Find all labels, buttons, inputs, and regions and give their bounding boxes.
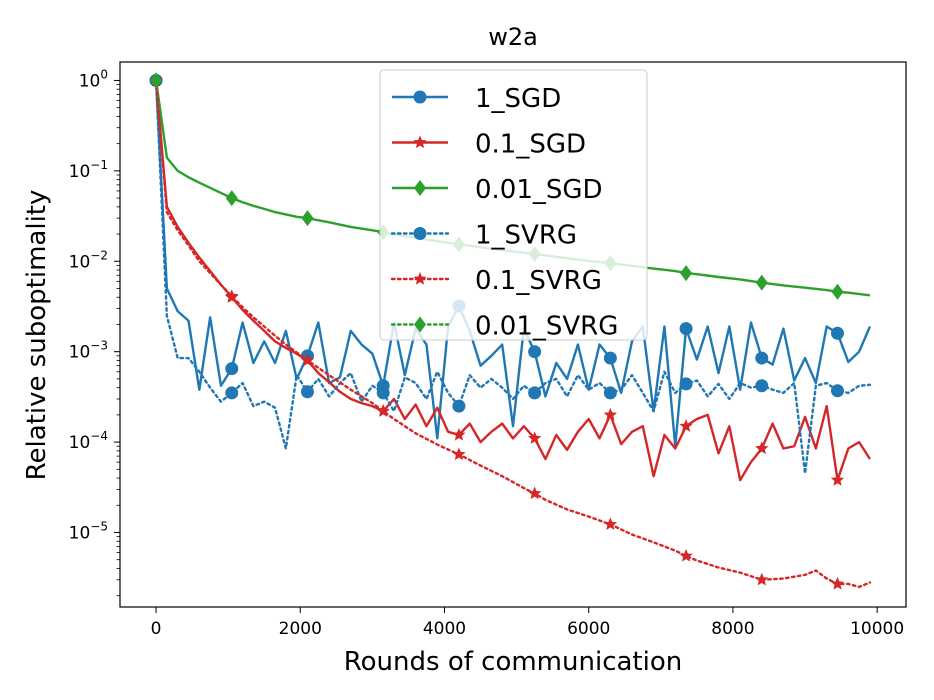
- series-marker-0.1_SVRG: [603, 517, 618, 531]
- x-tick-label: 8000: [711, 619, 754, 639]
- series-marker-0.1_SGD: [755, 441, 769, 455]
- y-axis-label: Relative suboptimality: [22, 190, 52, 481]
- series-marker-1_SVRG: [376, 386, 390, 400]
- series-marker-1_SVRG: [755, 379, 769, 393]
- x-tick-label: 6000: [567, 619, 610, 639]
- series-marker-1_SVRG: [300, 385, 314, 399]
- series-marker-1_SGD: [679, 322, 693, 336]
- series-marker-1_SGD: [528, 345, 542, 359]
- series-marker-0.1_SVRG: [679, 548, 693, 562]
- legend-marker: [413, 272, 427, 285]
- chart-title: w2a: [488, 23, 538, 51]
- x-tick-label: 4000: [423, 619, 466, 639]
- legend-entry-0.01_SVRG: 0.01_SVRG: [390, 312, 618, 342]
- series-marker-1_SVRG: [528, 386, 542, 400]
- legend-label: 0.01_SGD: [475, 175, 603, 205]
- series-line-1_SVRG: [154, 79, 872, 475]
- legend-label: 0.1_SGD: [475, 130, 586, 160]
- series-line-0.1_SVRG: [154, 79, 872, 589]
- x-axis: 0 2000 4000 6000 8000 10000: [151, 607, 904, 639]
- series-marker-0.1_SVRG: [755, 572, 769, 586]
- series-marker-0.1_SVRG: [452, 447, 466, 461]
- series-marker-0.1_SGD: [452, 427, 466, 441]
- series-1_SVRG: [149, 73, 872, 475]
- series-marker-0.1_SVRG: [830, 576, 845, 590]
- x-axis-label: Rounds of communication: [344, 647, 682, 677]
- series-line-0.1_SGD: [154, 80, 871, 482]
- series-marker-0.1_SGD: [830, 473, 845, 486]
- y-tick-label: 10−1: [69, 158, 108, 182]
- series-marker-0.01_SVRG: [150, 72, 163, 89]
- legend-box: [379, 69, 648, 341]
- legend-entry-0.1_SGD: 0.1_SGD: [392, 130, 586, 160]
- plot-frame: [119, 61, 907, 608]
- series-marker-1_SGD: [755, 351, 769, 365]
- y-tick-label: 10−5: [69, 520, 108, 544]
- series-marker-1_SVRG: [452, 399, 466, 413]
- series-marker-0.1_SGD: [679, 419, 693, 432]
- legend-marker: [414, 316, 426, 333]
- legend-marker: [413, 90, 427, 104]
- legend-label: 1_SVRG: [475, 221, 577, 251]
- y-axis: 100 10−1 10−2 10−3 10−4 10−5: [69, 67, 120, 597]
- legend-entry-1_SGD: 1_SGD: [392, 84, 561, 114]
- legend-label: 1_SGD: [475, 84, 561, 114]
- series-marker-1_SVRG: [679, 377, 693, 391]
- series-marker-0.01_SGD: [301, 210, 314, 227]
- legend-marker: [413, 135, 427, 149]
- series-marker-0.1_SVRG: [527, 486, 542, 500]
- legend-marker: [414, 180, 426, 196]
- legend-label: 0.01_SVRG: [475, 312, 618, 342]
- legend: 1_SGD 0.1_SGD 0.01_SGD 1_SVRG 0.1_SVRG 0.01_S…: [379, 69, 648, 342]
- legend-label: 0.1_SVRG: [475, 266, 602, 296]
- series-marker-0.1_SGD: [527, 431, 542, 445]
- series-marker-1_SGD: [603, 351, 617, 365]
- series-marker-0.1_SVRG: [300, 353, 315, 367]
- series-marker-1_SGD: [225, 362, 239, 376]
- legend-entry-1_SVRG: 1_SVRG: [390, 221, 577, 251]
- x-tick-label: 2000: [279, 619, 322, 639]
- series-line-1_SGD: [154, 80, 872, 448]
- x-tick-label: 10000: [850, 619, 904, 639]
- legend-entry-0.1_SVRG: 0.1_SVRG: [390, 266, 602, 296]
- series-0.01_SVRG: [150, 72, 163, 89]
- series-marker-1_SGD: [830, 326, 844, 340]
- series-marker-0.1_SGD: [603, 407, 618, 421]
- series-0.1_SVRG: [149, 73, 872, 590]
- series-marker-0.01_SGD: [680, 265, 693, 282]
- y-tick-label: 10−3: [69, 339, 108, 363]
- legend-marker: [413, 227, 427, 240]
- x-tick-label: 0: [151, 619, 162, 639]
- legend-entry-0.01_SGD: 0.01_SGD: [392, 175, 603, 205]
- series-marker-0.01_SGD: [225, 190, 238, 207]
- series-marker-0.1_SVRG: [376, 404, 390, 417]
- series-marker-1_SVRG: [830, 384, 844, 398]
- series-marker-1_SVRG: [603, 386, 617, 400]
- series-marker-0.1_SVRG: [225, 289, 239, 302]
- series-layer: [149, 72, 872, 590]
- series-marker-0.01_SGD: [755, 274, 768, 291]
- series-marker-0.01_SGD: [831, 283, 844, 300]
- y-tick-label: 10−2: [69, 248, 108, 272]
- y-tick-label: 10−4: [69, 429, 108, 453]
- series-1_SGD: [149, 73, 872, 448]
- y-tick-label: 100: [79, 67, 108, 91]
- series-marker-1_SVRG: [225, 386, 239, 400]
